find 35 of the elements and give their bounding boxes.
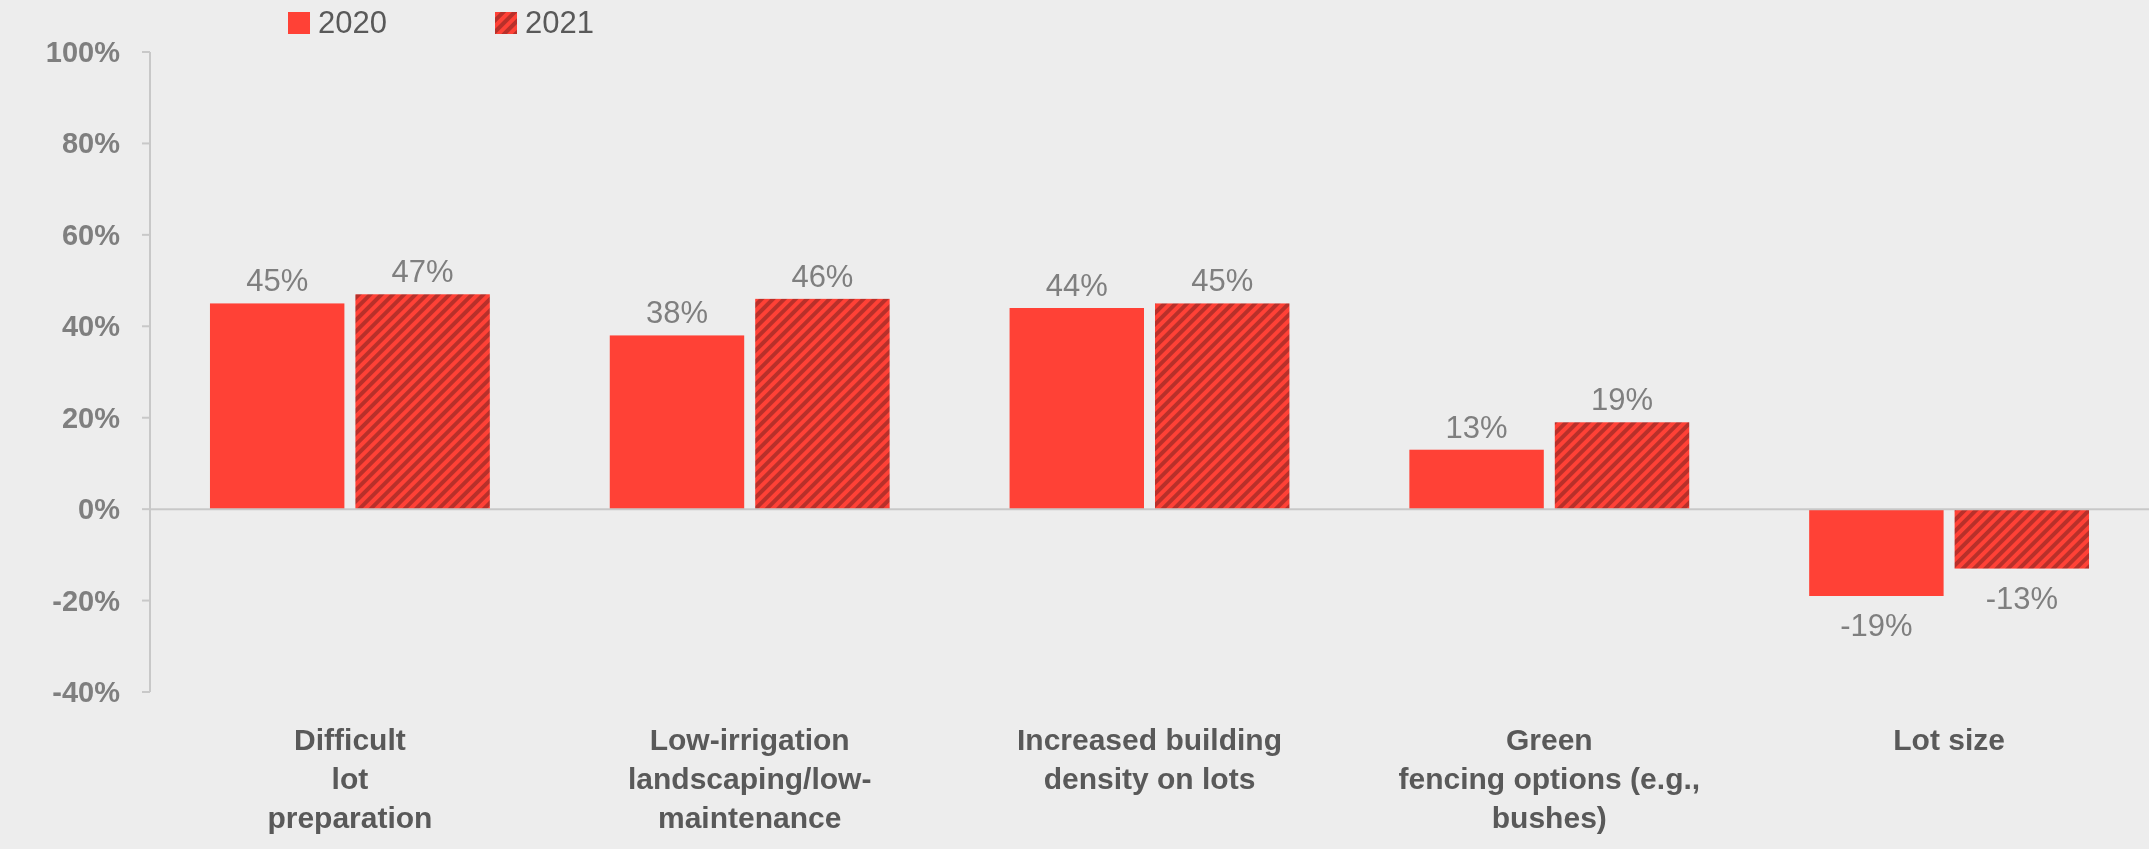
- bar: [1954, 509, 2090, 569]
- text: 45%: [246, 263, 309, 299]
- bar: [609, 335, 745, 510]
- legend-label: 2021: [525, 5, 594, 40]
- legend-label: 2020: [318, 5, 387, 40]
- x-tick-label: Low-irrigation landscaping/low- maintenance: [628, 723, 872, 834]
- y-tick-label: 20%: [61, 401, 121, 434]
- x-tick-label: Increased building density on lots: [1016, 723, 1283, 795]
- text: 44%: [1045, 268, 1108, 303]
- y-tick-label: 60%: [61, 218, 121, 251]
- y-tick-label: -20%: [52, 584, 121, 617]
- x-tick-label: Green fencing options (e.g., bushes): [1398, 723, 1701, 834]
- text: -13%: [1985, 580, 2058, 616]
- text: 38%: [645, 295, 709, 331]
- y-tick-label: 80%: [61, 127, 121, 160]
- bar: [1809, 509, 1944, 596]
- bar: [755, 298, 890, 510]
- x-tick-label: Difficult lot preparation: [267, 723, 433, 834]
- bar: [1155, 303, 1290, 510]
- bar: [1009, 308, 1144, 510]
- text: 46%: [791, 258, 854, 294]
- bar: [209, 303, 345, 510]
- y-tick-label: 100%: [45, 36, 121, 68]
- y-tick-label: -40%: [52, 676, 121, 708]
- x-tick-label: Lot size: [1893, 723, 2005, 756]
- bar: [1409, 449, 1544, 510]
- text: -19%: [1840, 608, 1913, 643]
- bar: [1554, 422, 1690, 510]
- text: 47%: [391, 254, 454, 290]
- y-tick-label: 40%: [61, 310, 121, 343]
- y-tick-label: 0%: [78, 493, 121, 526]
- bar: [355, 294, 490, 510]
- text: 19%: [1590, 382, 1654, 418]
- text: 13%: [1445, 409, 1508, 445]
- text: 45%: [1191, 263, 1254, 299]
